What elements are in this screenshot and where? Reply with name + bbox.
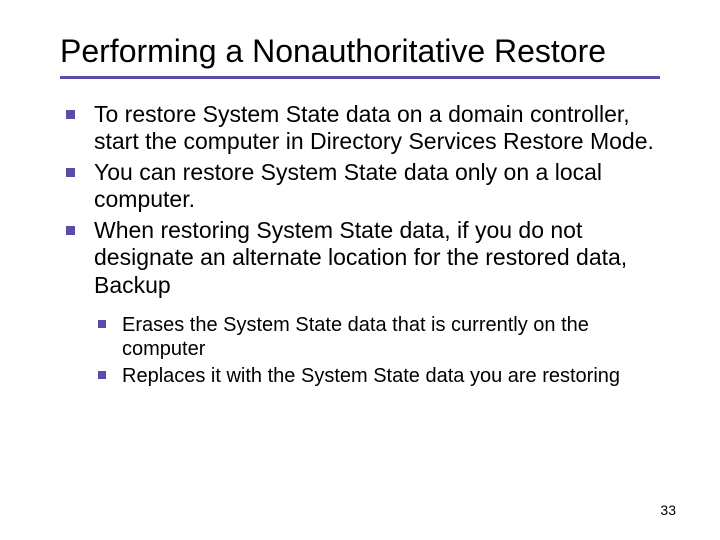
square-bullet-icon [66,168,75,177]
slide-title: Performing a Nonauthoritative Restore [60,34,670,70]
bullet-text: You can restore System State data only o… [94,159,602,212]
square-bullet-icon [66,226,75,235]
slide: Performing a Nonauthoritative Restore To… [0,0,720,540]
sub-bullet-text: Replaces it with the System State data y… [122,365,620,387]
list-item: Replaces it with the System State data y… [94,364,670,388]
square-bullet-icon [66,110,75,119]
list-item: To restore System State data on a domain… [60,101,670,155]
title-underline [60,76,660,79]
square-bullet-icon [98,320,106,328]
sub-bullet-list: Erases the System State data that is cur… [94,313,670,388]
list-item: You can restore System State data only o… [60,159,670,213]
list-item: When restoring System State data, if you… [60,217,670,298]
square-bullet-icon [98,371,106,379]
sub-bullet-text: Erases the System State data that is cur… [122,314,589,360]
list-item: Erases the System State data that is cur… [94,313,670,361]
bullet-text: To restore System State data on a domain… [94,101,654,154]
bullet-text: When restoring System State data, if you… [94,217,627,297]
bullet-list: To restore System State data on a domain… [60,101,670,299]
page-number: 33 [660,502,676,518]
